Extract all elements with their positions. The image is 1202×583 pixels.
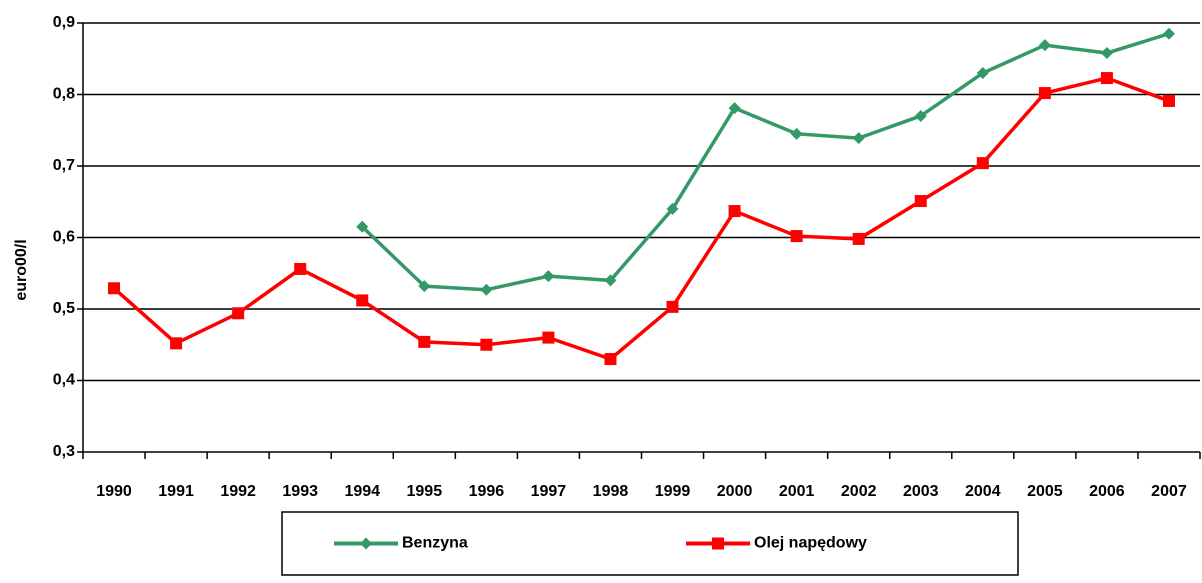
- y-tick-label: 0,7: [53, 157, 75, 174]
- x-tick-label: 1996: [469, 483, 505, 500]
- series-line: [361, 32, 1170, 292]
- x-tick-label: 1991: [158, 483, 194, 500]
- y-tick-label: 0,5: [53, 300, 75, 317]
- data-point: [542, 270, 555, 283]
- legend-label: Benzyna: [402, 535, 468, 552]
- x-tick-label: 2005: [1027, 483, 1063, 500]
- data-point: [914, 109, 927, 122]
- y-tick-label: 0,8: [53, 86, 75, 103]
- legend-marker: [712, 537, 724, 550]
- y-tick-label: 0,6: [53, 229, 75, 246]
- data-point: [914, 195, 927, 208]
- y-tick-label: 0,4: [53, 372, 75, 389]
- y-tick-label: 0,3: [53, 443, 75, 460]
- x-tick-label: 2000: [717, 483, 753, 500]
- data-point: [1100, 47, 1113, 60]
- x-tick-label: 1994: [344, 483, 380, 500]
- x-tick-label: 1999: [655, 483, 691, 500]
- x-tick-label: 1997: [531, 483, 567, 500]
- x-tick-label: 1990: [96, 483, 132, 500]
- data-point: [418, 335, 431, 348]
- data-point: [480, 283, 493, 296]
- data-point: [1038, 87, 1051, 100]
- legend-marker: [360, 537, 372, 550]
- data-point: [480, 338, 493, 351]
- y-axis-title: euro00/l: [13, 239, 30, 300]
- x-tick-label: 2004: [965, 483, 1001, 500]
- data-point: [728, 102, 741, 115]
- data-point: [852, 232, 865, 245]
- x-tick-label: 1998: [593, 483, 629, 500]
- x-tick-label: 1993: [282, 483, 318, 500]
- legend-label: Olej napędowy: [754, 535, 867, 552]
- data-point: [232, 307, 245, 320]
- data-point: [666, 202, 679, 215]
- data-point: [418, 280, 431, 293]
- series-line: [112, 76, 1170, 362]
- data-point: [108, 282, 121, 295]
- data-point: [1038, 39, 1051, 52]
- data-point: [790, 230, 803, 243]
- x-tick-label: 2007: [1151, 483, 1187, 500]
- data-point: [542, 331, 555, 344]
- x-tick-label: 2002: [841, 483, 877, 500]
- data-point: [356, 294, 369, 307]
- data-point: [1162, 94, 1175, 107]
- data-point: [1162, 27, 1175, 40]
- x-tick-label: 1995: [407, 483, 443, 500]
- x-tick-label: 2001: [779, 483, 815, 500]
- x-tick-label: 2003: [903, 483, 939, 500]
- data-point: [170, 337, 183, 350]
- data-point: [852, 132, 865, 145]
- x-tick-label: 1992: [220, 483, 256, 500]
- data-point: [356, 220, 369, 233]
- data-point: [728, 205, 741, 218]
- data-point: [1100, 72, 1113, 85]
- data-point: [976, 157, 989, 170]
- data-point: [976, 67, 989, 80]
- y-tick-label: 0,9: [53, 14, 75, 31]
- data-point: [604, 274, 617, 287]
- x-tick-label: 2006: [1089, 483, 1125, 500]
- data-point: [790, 127, 803, 140]
- data-point: [666, 300, 679, 313]
- data-point: [604, 353, 617, 366]
- legend-box: [281, 511, 1019, 576]
- data-point: [294, 262, 307, 275]
